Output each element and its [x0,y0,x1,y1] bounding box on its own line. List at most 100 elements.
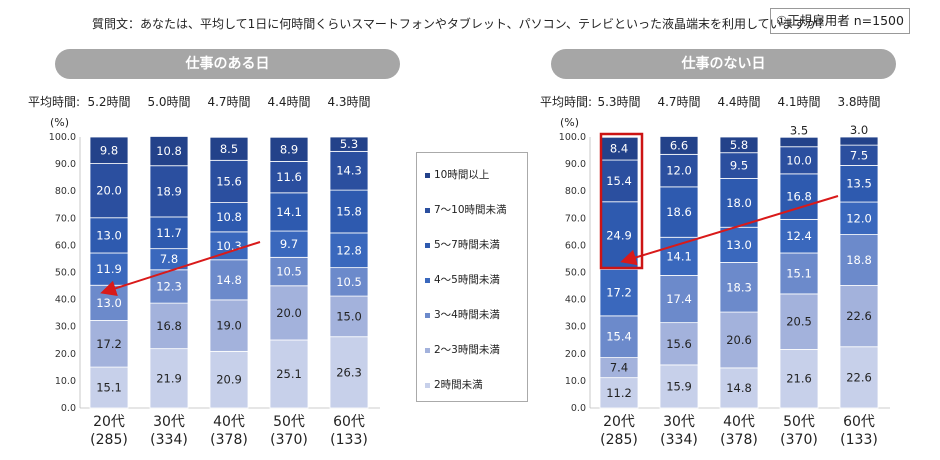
y-tick-label: 60.0 [565,240,586,251]
legend-label: 10時間以上 [434,169,490,181]
chart-title-dayoff: 仕事のない日 [551,49,896,79]
bar-segment [659,186,699,238]
data-label: 15.4 [606,330,632,344]
bar-segment [209,299,249,352]
data-label: 15.9 [666,379,692,393]
bar-segment [719,152,759,179]
y-axis-unit: (%) [560,116,579,129]
legend-item: 7～10時間未満 [425,202,507,217]
bar-segment [89,136,129,164]
x-count-label: (378) [210,432,248,448]
legend-item: 10時間以上 [425,167,489,182]
data-label: 10.5 [276,265,302,279]
avg-time-value: 4.7時間 [207,95,250,109]
data-label: 10.8 [216,210,242,224]
bar-segment [779,252,819,295]
chart-title-workday: 仕事のある日 [55,49,400,79]
data-label: 15.1 [786,266,812,280]
data-label: 5.3 [340,137,358,151]
bar-segment [839,285,879,348]
bar-segment [719,178,759,228]
data-label: 8.9 [280,142,298,156]
data-label: 16.8 [156,319,182,333]
y-tick-label: 70.0 [55,213,76,224]
data-label: 15.4 [606,174,632,188]
data-label: 19.0 [216,319,242,333]
bar-segment [149,302,189,350]
avg-time-value: 3.8時間 [837,95,880,109]
legend-label: 2時間未満 [434,379,483,391]
avg-time-label: 平均時間: [540,95,592,109]
bar-segment [839,201,879,235]
trend-arrow [620,195,839,266]
x-category-label: 60代 [333,414,365,430]
bar-segment [89,217,129,254]
data-label: 13.0 [726,238,752,252]
y-tick-label: 20.0 [55,349,76,360]
data-label: 15.6 [216,174,242,188]
data-label: 21.6 [786,372,812,386]
y-tick-label: 0.0 [571,403,586,414]
data-label: 11.9 [96,262,122,276]
question-text: 質問文：あなたは、平均して1日に何時間くらいスマートフォンやタブレット、パソコン… [92,17,830,31]
y-tick-label: 10.0 [55,376,76,387]
data-label: 3.5 [790,123,808,137]
y-tick-label: 60.0 [55,240,76,251]
x-category-label: 20代 [603,414,635,430]
y-tick-label: 10.0 [565,376,586,387]
data-label: 11.2 [606,386,632,400]
avg-time-value: 4.7時間 [657,95,700,109]
avg-time-value: 4.4時間 [717,95,760,109]
trend-arrow [100,241,261,296]
x-count-label: (334) [150,432,188,448]
bar-segment [719,226,759,263]
bar-segment [599,268,639,317]
bar-segment [149,216,189,250]
data-label: 15.6 [666,337,692,351]
data-label: 10.5 [336,275,362,289]
data-label: 6.6 [670,138,688,152]
legend-swatch [425,172,430,178]
legend-label: 3～4時間未満 [434,309,500,321]
data-label: 14.8 [216,273,242,287]
legend-label: 2～3時間未満 [434,344,500,356]
bar-segment [269,230,309,258]
data-label: 13.0 [96,296,122,310]
data-label: 14.8 [726,381,752,395]
avg-time-value: 5.3時間 [597,95,640,109]
avg-time-value: 5.2時間 [87,95,130,109]
data-label: 14.1 [276,205,302,219]
bar-segment [209,159,249,203]
bar-segment [329,267,369,297]
bar-segment [269,136,309,162]
y-tick-label: 90.0 [565,159,586,170]
data-label: 12.3 [156,279,182,293]
data-label: 18.8 [846,253,872,267]
legend-label: 7～10時間未満 [434,204,507,216]
x-category-label: 30代 [153,414,185,430]
y-tick-label: 40.0 [55,295,76,306]
x-category-label: 60代 [843,414,875,430]
x-count-label: (370) [780,432,818,448]
legend-swatch [425,312,430,318]
x-category-label: 40代 [213,414,245,430]
data-label: 9.8 [100,143,118,157]
bar-segment [779,349,819,409]
bar-segment [329,189,369,234]
bar-segment [89,320,129,368]
x-category-label: 50代 [783,414,815,430]
y-tick-label: 80.0 [565,186,586,197]
y-tick-label: 80.0 [55,186,76,197]
bar-segment [209,350,249,409]
bar-segment [779,146,819,175]
x-count-label: (285) [90,432,128,448]
y-tick-label: 50.0 [55,268,76,279]
x-count-label: (285) [600,432,638,448]
bar-segment [599,377,639,409]
data-label: 22.6 [846,309,872,323]
data-label: 15.1 [96,381,122,395]
data-label: 17.2 [96,337,122,351]
data-label: 9.7 [280,237,298,251]
avg-time-value: 4.4時間 [267,95,310,109]
y-tick-label: 20.0 [565,349,586,360]
